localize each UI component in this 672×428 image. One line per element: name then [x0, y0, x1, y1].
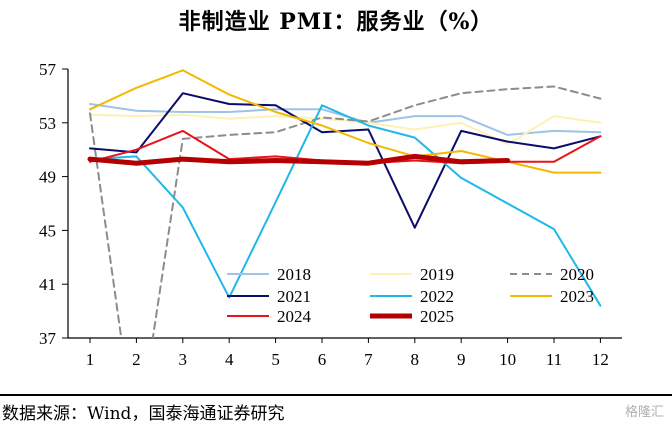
x-tick-label: 2 [132, 350, 141, 369]
series-line-2023 [89, 69, 602, 174]
series-line-2022 [89, 104, 602, 307]
legend-label: 2025 [420, 307, 454, 326]
legend: 2018 2019 2020 2021 2022 2023 2024 2025 [227, 265, 594, 326]
x-tick-label: 12 [592, 350, 609, 369]
x-tick-label: 7 [364, 350, 373, 369]
legend-item-2019: 2019 [370, 265, 454, 284]
y-tick-label: 53 [39, 114, 56, 133]
legend-item-2024: 2024 [227, 307, 312, 326]
series-line-2021 [89, 92, 602, 229]
x-tick-label: 9 [457, 350, 466, 369]
legend-label: 2024 [277, 307, 312, 326]
x-tick-label: 11 [546, 350, 562, 369]
x-tick-label: 10 [499, 350, 516, 369]
legend-label: 2021 [277, 287, 311, 306]
legend-item-2025: 2025 [370, 307, 454, 326]
series-layer [87, 69, 602, 338]
x-tick-label: 3 [179, 350, 188, 369]
y-tick-label: 45 [39, 221, 56, 240]
source-note: 数据来源：Wind，国泰海通证券研究 [2, 404, 285, 424]
legend-label: 2020 [560, 265, 594, 284]
legend-label: 2018 [277, 265, 311, 284]
legend-label: 2019 [420, 265, 454, 284]
x-tick-label: 6 [318, 350, 327, 369]
legend-item-2022: 2022 [370, 287, 454, 306]
series-line-2020 [89, 85, 602, 338]
series-line-2025 [87, 153, 511, 166]
source-divider [0, 394, 672, 396]
legend-item-2018: 2018 [227, 265, 311, 284]
x-tick-label: 1 [86, 350, 95, 369]
legend-label: 2023 [560, 287, 594, 306]
legend-item-2023: 2023 [510, 287, 594, 306]
x-tick-label: 5 [271, 350, 280, 369]
x-tick-label: 8 [411, 350, 420, 369]
y-tick-label: 37 [39, 329, 57, 348]
x-tick-label: 4 [225, 350, 234, 369]
legend-item-2021: 2021 [227, 287, 311, 306]
y-tick-label: 57 [39, 60, 57, 79]
legend-label: 2022 [420, 287, 454, 306]
watermark-logo: 格隆汇 [624, 405, 664, 420]
y-tick-label: 41 [39, 275, 56, 294]
chart-title: 非制造业 PMI：服务业（%） [178, 9, 494, 35]
legend-item-2020: 2020 [510, 265, 594, 284]
y-tick-label: 49 [39, 168, 56, 187]
series-line-2019 [89, 113, 602, 146]
